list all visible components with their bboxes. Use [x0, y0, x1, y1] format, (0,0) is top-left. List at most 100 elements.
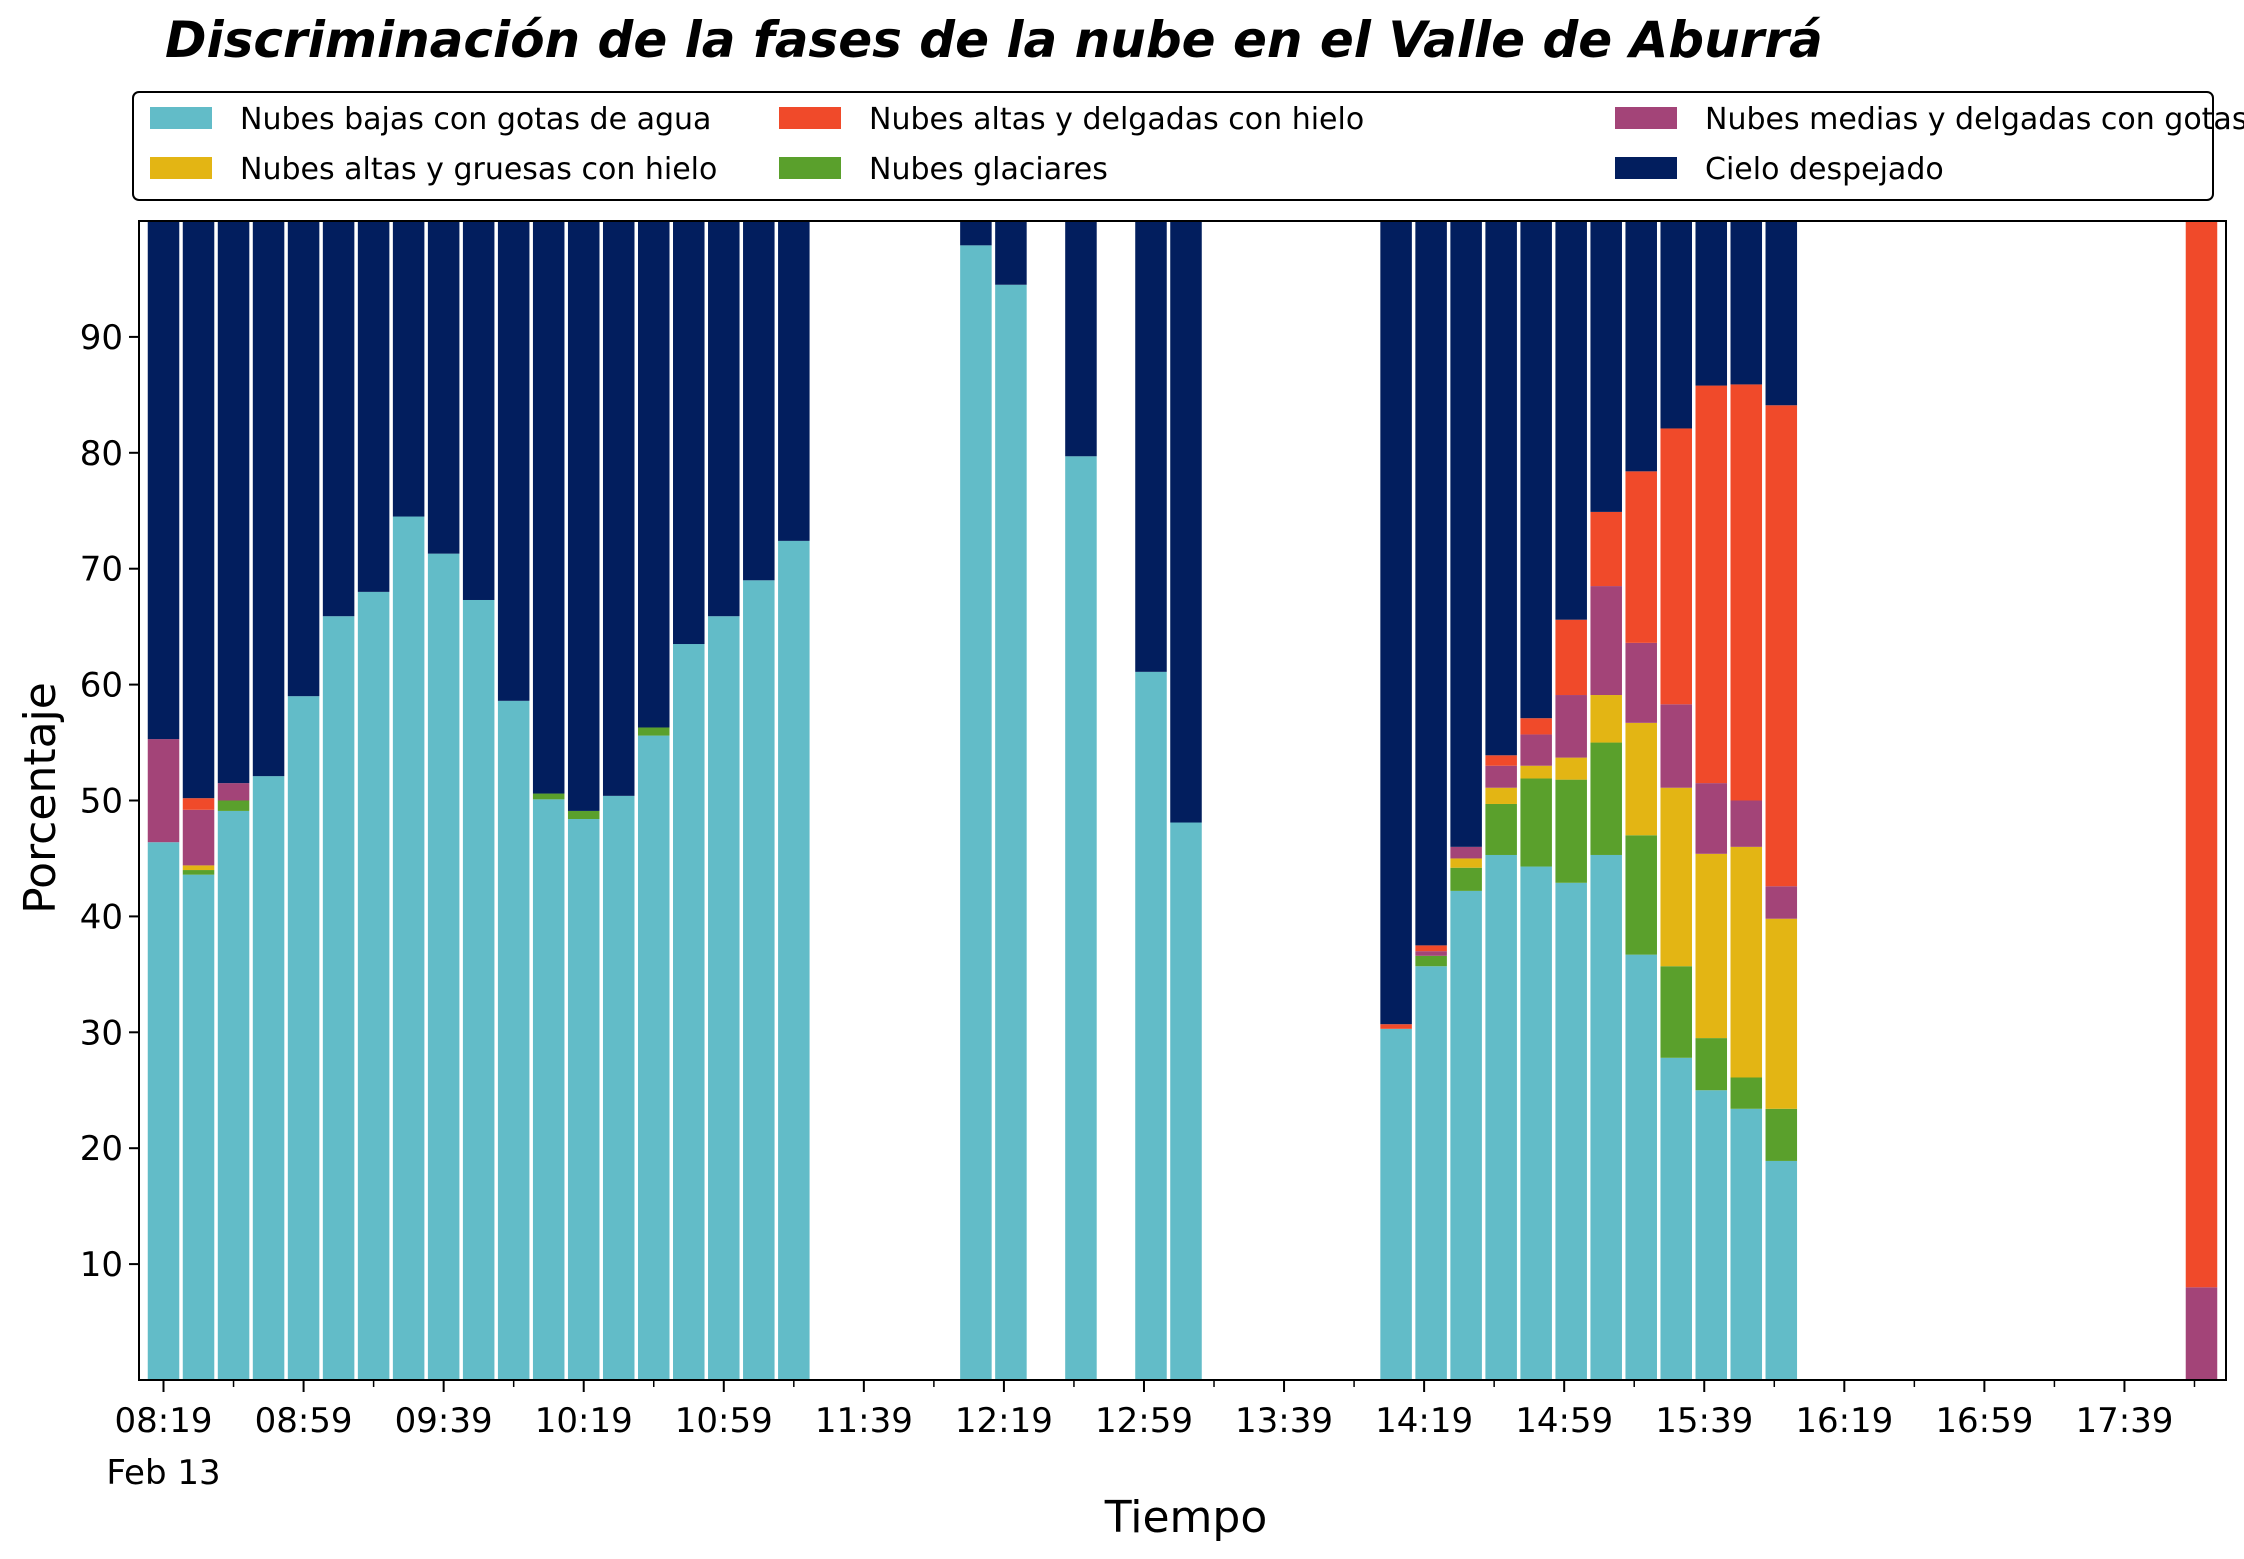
legend-swatch-0 [150, 107, 212, 129]
bar-segment-25-4 [1415, 945, 1447, 952]
bar-segment-28-2 [1520, 765, 1552, 779]
bar-segment-22-5 [1135, 221, 1167, 672]
legend-swatch-5 [1615, 157, 1677, 179]
bar-segment-25-0 [1415, 966, 1447, 1380]
bar-segment-20-5 [995, 221, 1027, 285]
bar-segment-33-5 [1695, 221, 1728, 386]
bar-segment-32-0 [1660, 1057, 1692, 1380]
y-tick-label-2: 30 [80, 1013, 123, 1053]
bar-segment-0-3 [147, 739, 180, 843]
x-tick-label-12: 16:19 [1795, 1401, 1893, 1441]
bar-segment-27-1 [1485, 803, 1517, 855]
bar-segment-31-0 [1625, 954, 1657, 1380]
bar-segment-16-5 [708, 221, 740, 617]
bar-segment-23-5 [1170, 221, 1202, 823]
bar-segment-27-4 [1485, 755, 1517, 766]
bar-segment-32-4 [1660, 428, 1692, 705]
legend-swatch-2 [150, 157, 212, 179]
bar-segment-8-0 [427, 553, 460, 1380]
legend-frame [132, 91, 2214, 201]
x-axis-title: Tiempo [1104, 1492, 1268, 1543]
bar-segment-31-2 [1625, 722, 1657, 836]
bar-segment-35-0 [1765, 1160, 1798, 1380]
bar-segment-30-5 [1590, 221, 1622, 512]
bar-segment-33-2 [1695, 853, 1728, 1039]
bar-segment-35-4 [1765, 405, 1798, 887]
legend: Nubes bajas con gotas de agua Nubes altas… [132, 91, 2244, 201]
bar-segment-30-4 [1590, 511, 1622, 587]
bar-segment-2-5 [217, 221, 250, 784]
bar-segment-33-4 [1695, 385, 1728, 784]
bar-segment-9-5 [462, 221, 495, 600]
bar-segment-31-4 [1625, 471, 1657, 643]
x-tick-label-6: 12:19 [955, 1401, 1053, 1441]
bar-segment-12-5 [567, 221, 600, 811]
bar-segment-0-5 [147, 221, 180, 740]
x-tick-label-1: 08:59 [255, 1401, 353, 1441]
x-tick-label-9: 14:19 [1375, 1401, 1473, 1441]
bar-segment-35-1 [1765, 1108, 1798, 1161]
bar-segment-3-5 [252, 221, 285, 777]
bar-segment-12-0 [567, 819, 600, 1380]
chart-title: Discriminación de la fases de la nube en… [165, 11, 1823, 69]
x-tick-label-10: 14:59 [1515, 1401, 1613, 1441]
bar-segment-11-5 [532, 221, 565, 794]
bar-segment-1-2 [182, 865, 215, 871]
bar-segment-35-2 [1765, 918, 1798, 1109]
bar-segment-15-5 [673, 221, 705, 645]
bar-segment-26-5 [1450, 221, 1482, 847]
bar-segment-35-5 [1765, 221, 1798, 406]
bar-segment-20-0 [995, 284, 1027, 1380]
legend-swatch-3 [1615, 107, 1677, 129]
bar-segment-4-0 [287, 696, 320, 1380]
bar-segment-29-1 [1555, 779, 1587, 883]
bar-segment-28-4 [1520, 718, 1552, 735]
bar-segment-18-5 [778, 221, 810, 541]
y-tick-label-5: 60 [80, 666, 123, 706]
bar-segment-5-0 [322, 616, 355, 1380]
bar-segment-22-0 [1135, 671, 1167, 1380]
bar-segment-10-0 [497, 700, 530, 1380]
y-tick-label-8: 90 [80, 318, 123, 358]
x-tick-label-4: 10:59 [675, 1401, 773, 1441]
bar-segment-31-3 [1625, 642, 1657, 723]
bar-segment-36-3 [2185, 1287, 2218, 1380]
bar-segment-29-4 [1555, 619, 1587, 696]
bar-segment-2-0 [217, 810, 250, 1380]
bar-segment-32-2 [1660, 787, 1692, 967]
x-tick-label-8: 13:39 [1235, 1401, 1333, 1441]
bar-segment-30-0 [1590, 854, 1622, 1380]
bar-segment-7-5 [392, 221, 425, 517]
bar-segment-26-1 [1450, 867, 1482, 891]
x-tick-label-2: 09:39 [395, 1401, 493, 1441]
bar-segment-18-0 [778, 540, 810, 1380]
legend-swatch-4 [779, 107, 841, 129]
bar-segment-14-0 [637, 735, 670, 1380]
bar-segment-17-5 [743, 221, 775, 581]
bar-segment-14-5 [637, 221, 670, 728]
legend-label-2: Nubes altas y gruesas con hielo [240, 152, 717, 187]
bar-segment-6-0 [357, 591, 390, 1380]
bar-segment-10-5 [497, 221, 530, 701]
bar-segment-28-0 [1520, 866, 1552, 1380]
y-tick-label-0: 10 [80, 1245, 123, 1285]
bar-segment-13-5 [602, 221, 635, 796]
y-axis-title: Porcentaje [15, 682, 66, 914]
bar-segment-2-3 [217, 783, 250, 801]
legend-swatch-1 [779, 157, 841, 179]
bar-segment-34-1 [1730, 1077, 1763, 1109]
bar-segment-28-3 [1520, 734, 1552, 766]
bar-segment-15-0 [673, 644, 705, 1380]
y-tick-label-7: 80 [80, 434, 123, 474]
bar-segment-23-0 [1170, 822, 1202, 1380]
x-tick-label-7: 12:59 [1095, 1401, 1193, 1441]
bars-layer [147, 221, 2218, 1381]
bar-segment-21-0 [1065, 456, 1097, 1380]
x-tick-label-0: 08:19 [115, 1401, 213, 1441]
y-tick-label-3: 40 [80, 897, 123, 937]
bar-segment-30-3 [1590, 586, 1622, 696]
bar-segment-24-5 [1380, 221, 1412, 1025]
bar-segment-25-3 [1415, 951, 1447, 956]
bar-segment-34-4 [1730, 384, 1763, 801]
